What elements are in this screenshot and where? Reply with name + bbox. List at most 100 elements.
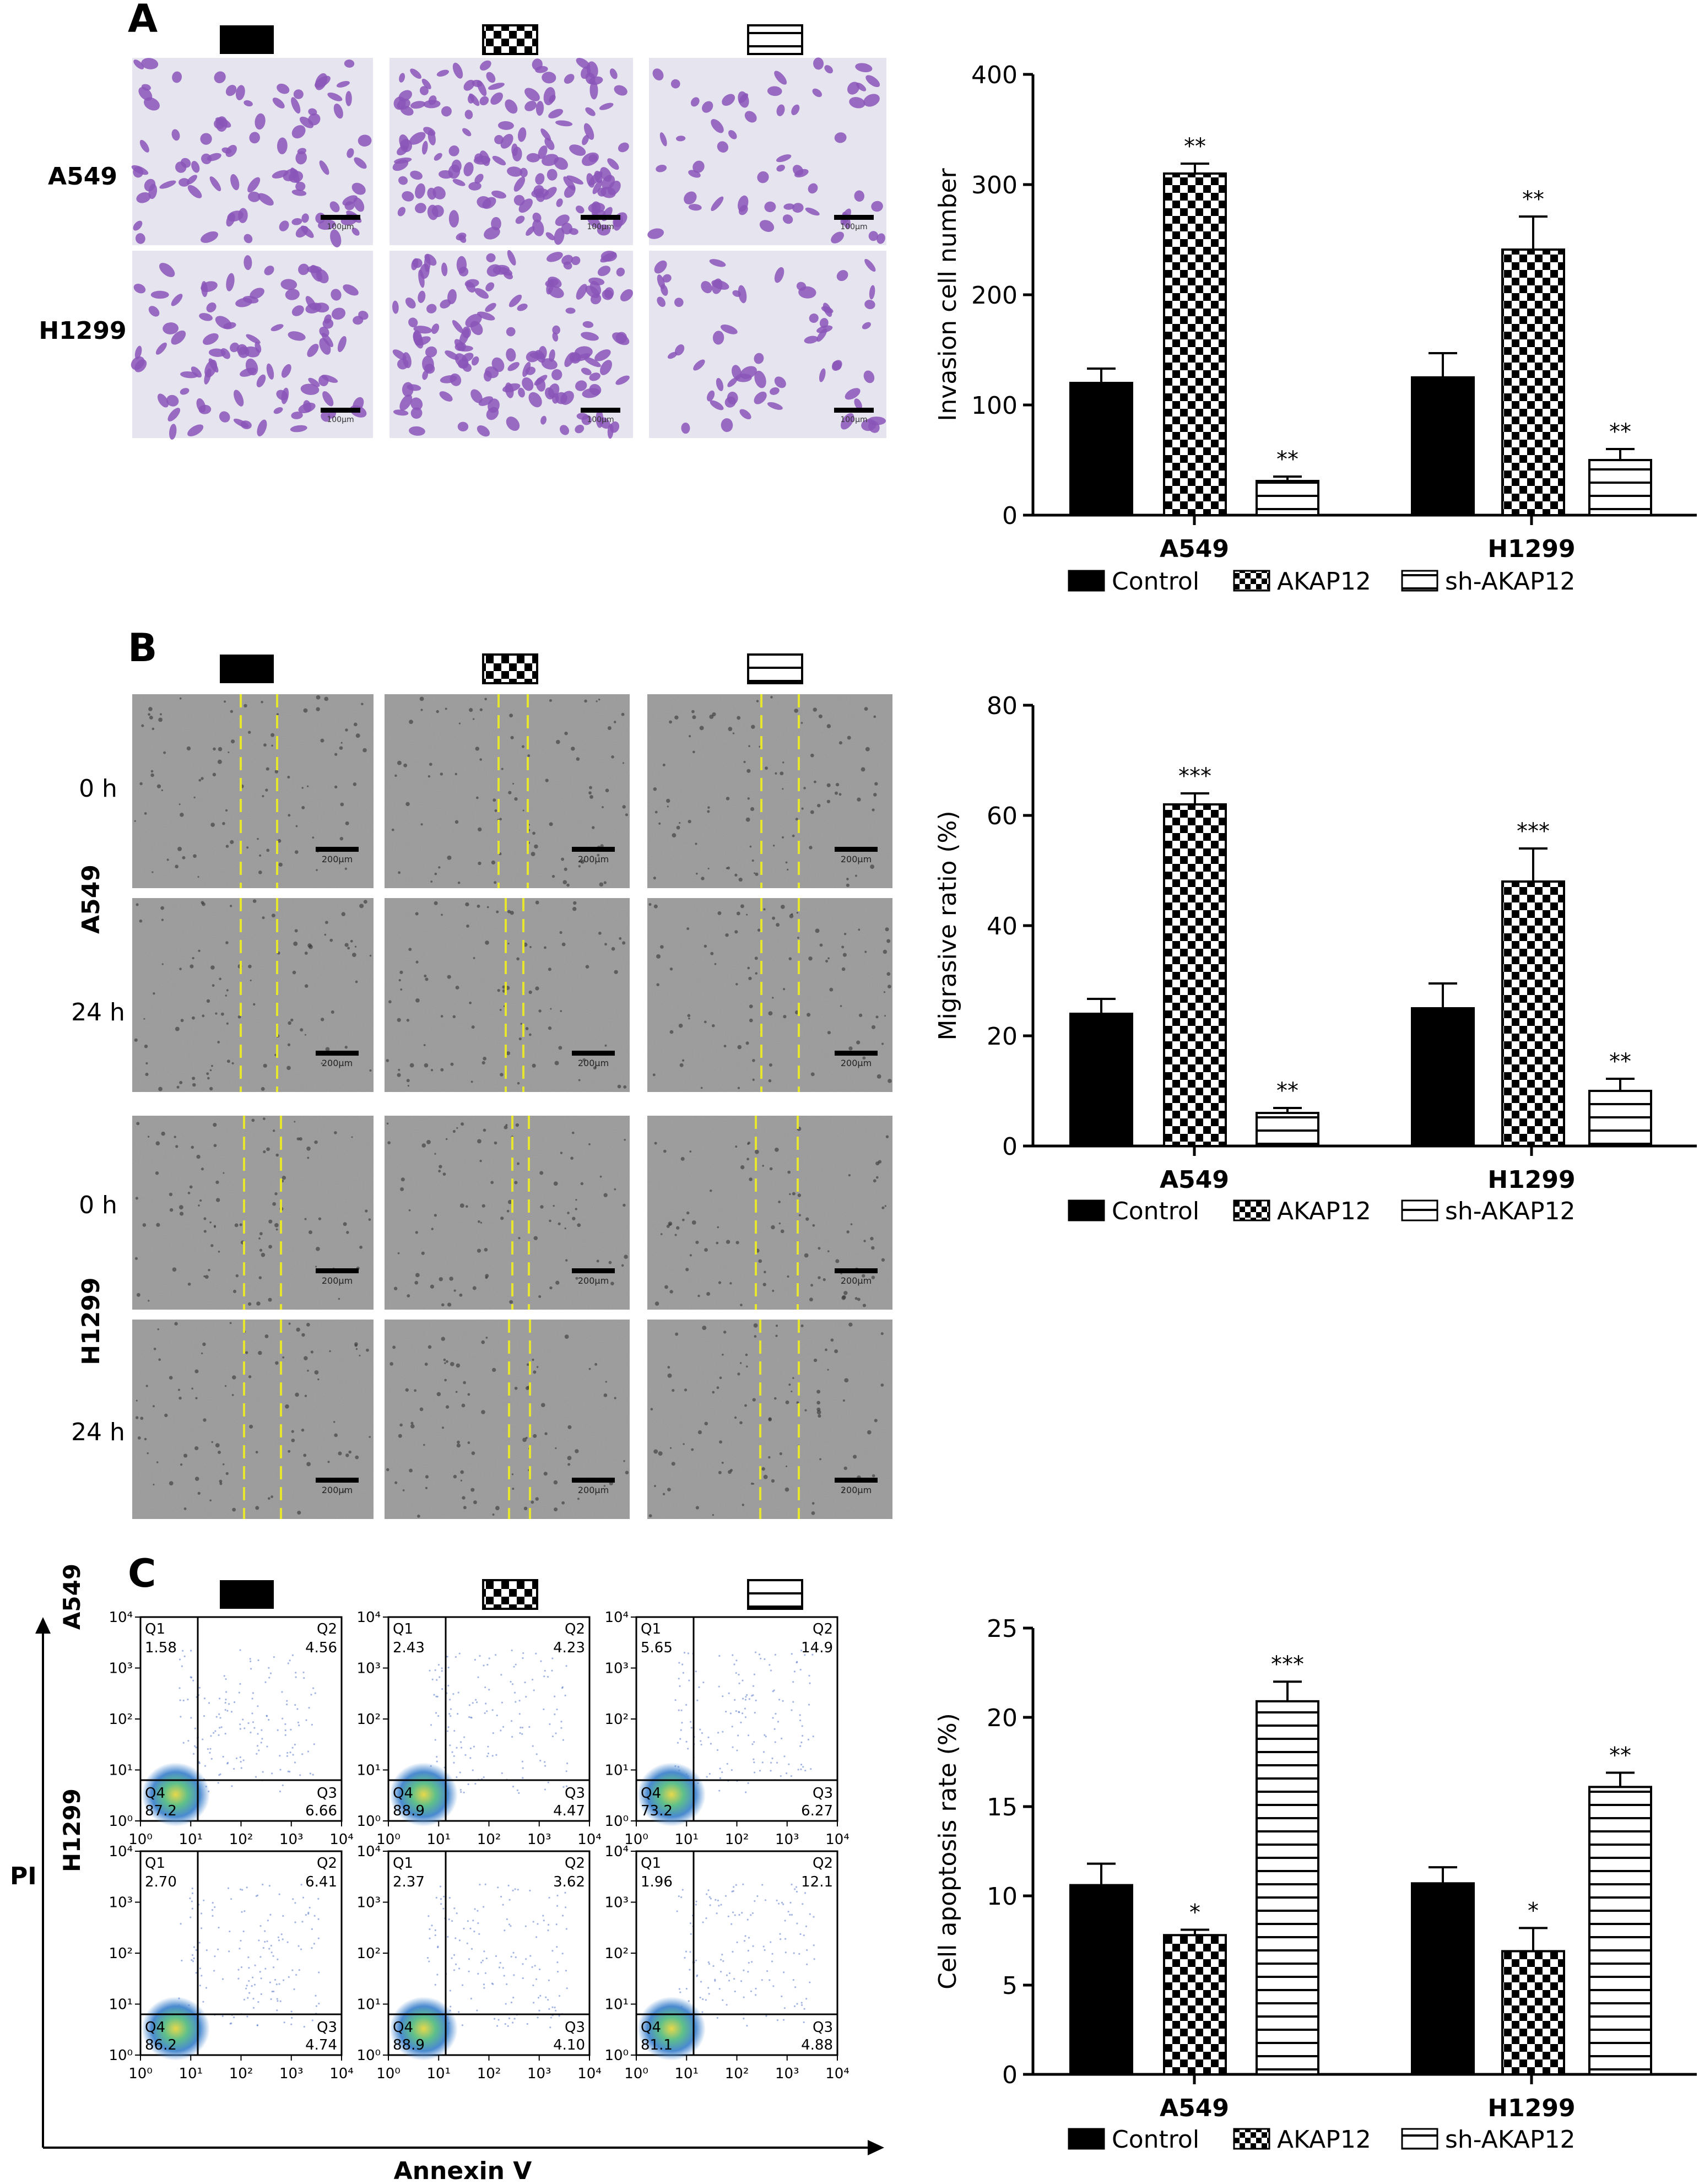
quadrant-value-q2: 12.1 <box>801 1874 833 1890</box>
y-tick-label: 0 <box>1002 2061 1018 2089</box>
flow-y-tick-label: 10² <box>109 1711 133 1728</box>
y-tick-label: 60 <box>987 802 1018 830</box>
flow-y-tick-label: 10⁴ <box>356 1844 381 1860</box>
quadrant-label-q2: Q2 <box>813 1621 833 1637</box>
quadrant-label-q3: Q3 <box>317 2019 337 2036</box>
y-tick-label: 20 <box>987 1704 1018 1732</box>
legend-swatch-control <box>1068 2128 1105 2150</box>
quadrant-label-q4: Q4 <box>641 1785 661 1802</box>
scale-bar-label: 200µm <box>322 854 353 864</box>
bar-sh-akap12-a549 <box>1256 480 1319 516</box>
scale-bar <box>835 1268 878 1273</box>
y-tick-label: 0 <box>1002 1133 1018 1161</box>
scale-bar-label: 200µm <box>322 1058 353 1068</box>
legend-label-sh-akap12: sh-AKAP12 <box>1445 567 1576 596</box>
scale-bar-label: 200µm <box>578 854 609 864</box>
legend-label-control: Control <box>1112 1197 1199 1225</box>
wound-image: 200µm <box>647 898 892 1092</box>
quadrant-label-q1: Q1 <box>145 1621 165 1637</box>
scale-bar <box>572 1268 615 1273</box>
scale-bar-label: 200µm <box>841 1058 872 1068</box>
legend-swatch-sh-akap12 <box>1401 1199 1438 1221</box>
scale-bar-label: 100µm <box>587 223 614 231</box>
significance-label: ** <box>1276 447 1298 472</box>
invasion-image: 100µm <box>649 251 886 438</box>
flow-x-tick-label: 10⁰ <box>128 2066 153 2082</box>
flow-x-tick-label: 10⁴ <box>825 2066 850 2082</box>
x-tick-label: H1299 <box>1487 535 1575 563</box>
scale-bar <box>581 215 620 220</box>
panel-letter-c: C <box>128 1551 156 1596</box>
invasion-image: 100µm <box>647 57 886 245</box>
legend-label-sh-akap12: sh-AKAP12 <box>1445 1197 1576 1225</box>
y-axis-label: Cell apoptosis rate (%) <box>934 1713 962 1990</box>
flow-y-tick-label: 10³ <box>356 1895 381 1911</box>
flow-y-tick-label: 10³ <box>356 1661 381 1677</box>
quadrant-label-q1: Q1 <box>393 1621 413 1637</box>
flow-y-tick-label: 10⁰ <box>356 2047 381 2064</box>
quadrant-value-q4: 87.2 <box>145 1803 177 1819</box>
legend-label-akap12: AKAP12 <box>1277 2126 1371 2154</box>
quadrant-label-q2: Q2 <box>317 1855 337 1872</box>
wound-image: 200µm <box>385 694 630 888</box>
flow-x-tick-label: 10³ <box>279 2066 304 2082</box>
flow-x-tick-label: 10⁴ <box>577 2066 602 2082</box>
row-label-c-a549: A549 <box>58 1564 85 1630</box>
flow-cytometry-plots: Q11.58Q24.56Q36.66Q487.210⁰10⁰10¹10¹10²1… <box>109 1609 849 2082</box>
wound-image: 200µm <box>385 1320 630 1519</box>
quadrant-label-q1: Q1 <box>641 1621 661 1637</box>
x-tick-label: A549 <box>1160 1166 1229 1194</box>
quadrant-label-q4: Q4 <box>145 2019 165 2036</box>
invasion-image: 100µm <box>131 251 373 440</box>
wound-image: 200µm <box>647 1320 892 1519</box>
flow-x-tick-label: 10¹ <box>178 2066 203 2082</box>
quadrant-value-q4: 88.9 <box>393 1803 425 1819</box>
legend-label-akap12: AKAP12 <box>1277 567 1371 596</box>
flow-axis-arrows <box>35 1617 884 2155</box>
flow-x-tick-label: 10² <box>229 1831 253 1848</box>
wound-image: 200µm <box>647 1116 892 1310</box>
quadrant-value-q1: 2.70 <box>145 1874 177 1890</box>
bar-akap12-a549 <box>1163 1934 1227 2076</box>
legend-swatch-control <box>1068 1199 1105 1221</box>
significance-label: *** <box>1271 1652 1304 1677</box>
quadrant-label-q2: Q2 <box>565 1855 585 1872</box>
quadrant-label-q4: Q4 <box>393 2019 413 2036</box>
flow-x-tick-label: 10³ <box>279 1831 304 1848</box>
row-label-b-a549: A549 <box>77 864 105 934</box>
scale-bar <box>316 1051 359 1056</box>
flow-x-tick-label: 10² <box>229 2066 253 2082</box>
wound-image: 200µm <box>385 898 630 1092</box>
quadrant-value-q4: 81.1 <box>641 2037 673 2053</box>
scale-bar <box>834 215 874 220</box>
flow-x-tick-label: 10² <box>477 1831 501 1848</box>
time-label-0h-h1299: 0 h <box>79 1191 117 1219</box>
legend-label-control: Control <box>1112 2126 1199 2154</box>
flow-x-tick-label: 10¹ <box>674 1831 699 1848</box>
quadrant-label-q3: Q3 <box>565 2019 585 2036</box>
wound-image: 200µm <box>132 898 374 1092</box>
flow-y-tick-label: 10² <box>604 1711 629 1728</box>
quadrant-value-q3: 4.10 <box>553 2037 585 2053</box>
flow-y-tick-label: 10³ <box>604 1895 629 1911</box>
flow-y-tick-label: 10⁰ <box>109 2047 133 2064</box>
bar-akap12-h1299 <box>1501 880 1565 1147</box>
significance-label: ** <box>1522 187 1544 212</box>
quadrant-label-q3: Q3 <box>813 2019 833 2036</box>
flow-x-tick-label: 10¹ <box>674 2066 699 2082</box>
panel-letter-a: A <box>128 0 158 41</box>
quadrant-label-q4: Q4 <box>145 1785 165 1802</box>
quadrant-value-q3: 6.27 <box>801 1803 833 1819</box>
x-tick-label: A549 <box>1160 2094 1229 2122</box>
y-tick-label: 400 <box>971 61 1018 89</box>
bar-control-a549 <box>1069 382 1133 516</box>
flow-y-tick-label: 10⁴ <box>109 1609 133 1626</box>
panel-letter-b: B <box>128 625 157 671</box>
invasion-micrographs: 100µm 100µm 100µm 100µm 100µm 100µm <box>131 57 886 440</box>
scale-bar-label: 200µm <box>578 1275 609 1286</box>
scale-bar-label: 200µm <box>322 1275 353 1286</box>
flow-y-tick-label: 10¹ <box>356 1763 381 1779</box>
